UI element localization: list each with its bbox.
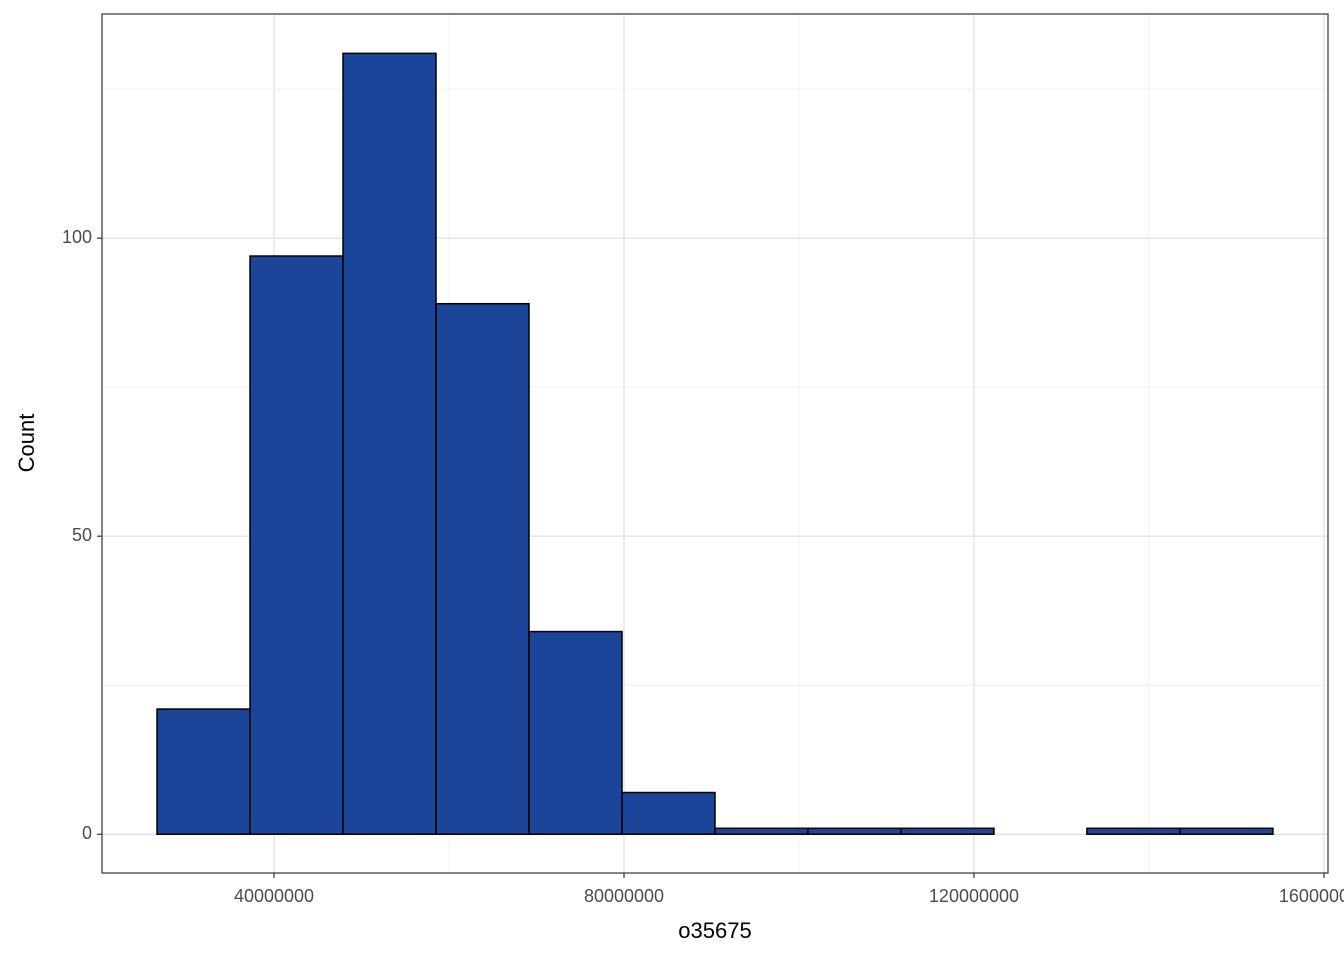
x-tick-label: 160000000 [1279,886,1344,906]
bar [714,827,809,836]
bar [621,791,716,836]
y-tick-label: 50 [72,525,92,545]
grid [102,14,1328,873]
bar [249,255,344,836]
bar [156,708,251,836]
x-tick-label: 120000000 [929,886,1019,906]
bar [1086,827,1181,836]
bar [900,827,995,836]
x-axis-title: o35675 [678,918,751,943]
y-axis-title: Count [14,414,39,473]
x-tick-label: 40000000 [234,886,314,906]
x-tick-label: 80000000 [584,886,664,906]
panel-border [101,13,1329,874]
bar [342,52,437,836]
bars [156,52,1274,836]
y-tick-label: 100 [62,227,92,247]
y-tick-label: 0 [82,823,92,843]
bar [435,302,530,836]
bar [1179,827,1274,836]
bar [528,630,623,836]
bar [807,827,902,836]
